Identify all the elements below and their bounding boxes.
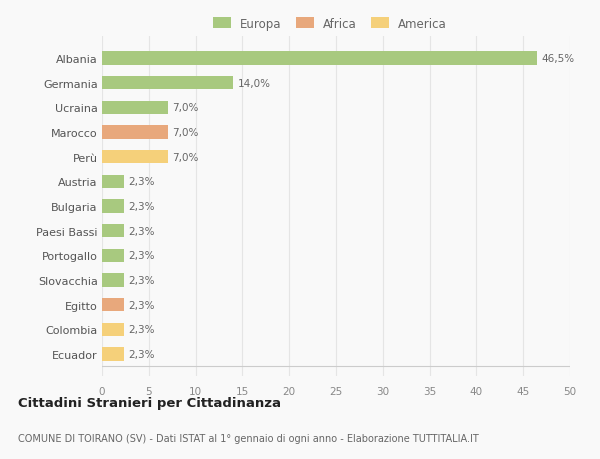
Text: Cittadini Stranieri per Cittadinanza: Cittadini Stranieri per Cittadinanza bbox=[18, 396, 281, 409]
Legend: Europa, Africa, America: Europa, Africa, America bbox=[208, 13, 452, 35]
Text: 7,0%: 7,0% bbox=[172, 128, 199, 138]
Bar bbox=[102, 323, 124, 336]
Bar bbox=[102, 224, 124, 238]
Text: 2,3%: 2,3% bbox=[128, 325, 155, 335]
Bar bbox=[102, 298, 124, 312]
Text: 7,0%: 7,0% bbox=[172, 103, 199, 113]
Bar bbox=[102, 274, 124, 287]
Text: 7,0%: 7,0% bbox=[172, 152, 199, 162]
Bar bbox=[102, 200, 124, 213]
Text: 2,3%: 2,3% bbox=[128, 300, 155, 310]
Text: 2,3%: 2,3% bbox=[128, 349, 155, 359]
Bar bbox=[102, 175, 124, 189]
Text: 2,3%: 2,3% bbox=[128, 202, 155, 212]
Bar bbox=[102, 151, 167, 164]
Text: 2,3%: 2,3% bbox=[128, 275, 155, 285]
Text: 14,0%: 14,0% bbox=[238, 78, 271, 89]
Bar bbox=[102, 52, 537, 66]
Bar bbox=[102, 101, 167, 115]
Text: COMUNE DI TOIRANO (SV) - Dati ISTAT al 1° gennaio di ogni anno - Elaborazione TU: COMUNE DI TOIRANO (SV) - Dati ISTAT al 1… bbox=[18, 433, 479, 442]
Bar bbox=[102, 347, 124, 361]
Text: 46,5%: 46,5% bbox=[542, 54, 575, 64]
Bar bbox=[102, 249, 124, 263]
Bar bbox=[102, 77, 233, 90]
Bar bbox=[102, 126, 167, 140]
Text: 2,3%: 2,3% bbox=[128, 226, 155, 236]
Text: 2,3%: 2,3% bbox=[128, 177, 155, 187]
Text: 2,3%: 2,3% bbox=[128, 251, 155, 261]
